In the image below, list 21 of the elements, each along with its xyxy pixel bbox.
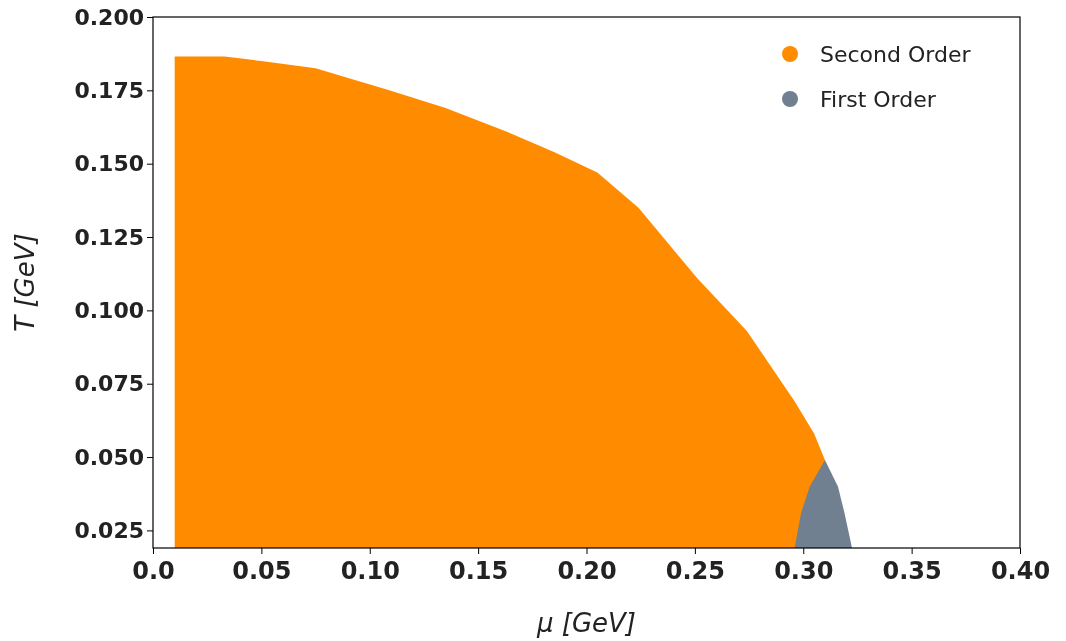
y-tick-label: 0.025 bbox=[74, 517, 144, 543]
x-tick-label: 0.30 bbox=[774, 556, 834, 585]
y-tick-label: 0.075 bbox=[74, 371, 144, 397]
x-tick-label: 0.25 bbox=[665, 556, 725, 585]
y-tick-label: 0.175 bbox=[74, 77, 144, 103]
y-tick-label: 0.125 bbox=[74, 224, 144, 250]
x-tick-label: 0.10 bbox=[340, 556, 400, 585]
x-tick-label: 0.35 bbox=[882, 556, 942, 585]
y-axis-title: T [GeV] bbox=[10, 233, 40, 332]
y-tick-label: 0.150 bbox=[74, 151, 144, 177]
x-axis-title: μ [GeV] bbox=[535, 608, 637, 638]
x-tick-label: 0.40 bbox=[990, 556, 1051, 585]
x-tick-label: 0.05 bbox=[232, 556, 292, 585]
legend-label: Second Order bbox=[820, 41, 972, 67]
y-tick-label: 0.200 bbox=[74, 4, 144, 30]
y-tick-label: 0.050 bbox=[74, 444, 144, 470]
x-tick-label: 0.20 bbox=[557, 556, 617, 585]
legend-label: First Order bbox=[820, 86, 937, 112]
x-tick-label: 0.15 bbox=[449, 556, 509, 585]
x-tick-label: 0.0 bbox=[132, 556, 175, 585]
y-tick-label: 0.100 bbox=[74, 297, 144, 323]
